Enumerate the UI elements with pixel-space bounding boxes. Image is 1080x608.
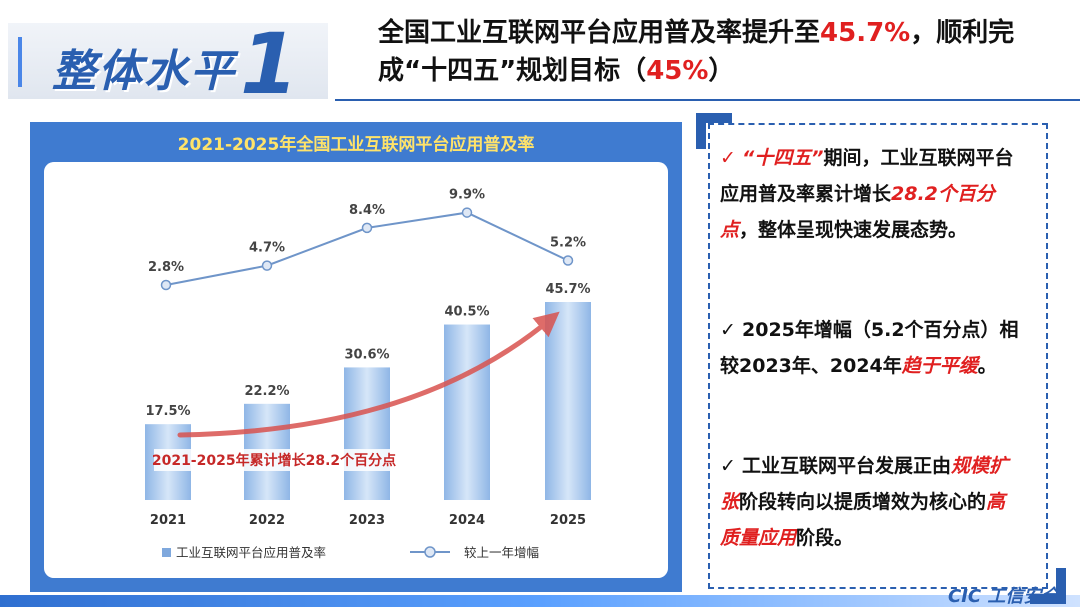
bar-2024 <box>444 324 490 500</box>
bar-label-2025: 45.7% <box>545 282 590 297</box>
bar-label-2022: 22.2% <box>244 384 289 399</box>
corner-decoration-bottom-right <box>1030 568 1066 604</box>
bullet2-text-b: 。 <box>977 355 997 377</box>
annotation-background <box>154 449 394 471</box>
legend-bar-swatch <box>162 548 171 557</box>
legend-line-marker <box>424 546 436 558</box>
x-tick-2024: 2024 <box>449 513 485 528</box>
bottom-band <box>0 595 1080 607</box>
line-label-2024: 9.9% <box>449 188 485 203</box>
header-divider <box>335 99 1080 101</box>
line-point-2023 <box>361 222 373 234</box>
bullet3-text-a: 工业互联网平台发展正由 <box>742 455 952 477</box>
title-part3: ） <box>708 56 735 86</box>
badge-background <box>8 23 328 99</box>
trend-arrow <box>177 311 560 438</box>
bullet1-text-b: ，整体呈现快速发展态势。 <box>739 219 968 241</box>
bar-label-2024: 40.5% <box>444 305 489 320</box>
badge-number: 1 <box>240 15 299 113</box>
bar-2023 <box>344 367 390 500</box>
x-tick-2021: 2021 <box>150 513 186 528</box>
bullet1-highlight-a: “十四五” <box>742 147 824 169</box>
bullet2-text-a: 2025年增幅（5.2个百分点）相较2023年、2024年 <box>720 319 1019 377</box>
badge-accent-bar <box>18 37 22 87</box>
insight-bullet-2: ✓ 2025年增幅（5.2个百分点）相较2023年、2024年趋于平缓。 <box>720 312 1020 384</box>
line-point-2021 <box>160 279 172 291</box>
bullet1-highlight-b: 28.2个百分点 <box>720 183 995 241</box>
legend-line-label: 较上一年增幅 <box>464 545 539 560</box>
line-point-2024 <box>461 207 473 218</box>
check-icon: ✓ <box>720 455 736 477</box>
title-highlight1: 45.7% <box>820 18 911 48</box>
bullet1-text-a: 期间，工业互联网平台应用普及率累计增长 <box>720 147 1014 205</box>
brand-logo: CIC 工信安全 <box>948 586 1060 607</box>
bar-2025 <box>545 302 591 500</box>
chart-area: 17.5% 22.2% 30.6% 40.5% 45.7% 2.8% 4.7% 8.4% 9.… <box>44 162 668 578</box>
chart-panel: 2021-2025年全国工业互联网平台应用普及率 17.5% 22.2% 30.6%… <box>30 122 682 592</box>
bullet3-text-c: 阶段。 <box>796 527 854 549</box>
section-badge: 整体水平 1 <box>8 15 336 113</box>
insight-bullet-3: ✓ 工业互联网平台发展正由规模扩张阶段转向以提质增效为核心的高质量应用阶段。 <box>720 448 1020 556</box>
insight-bullet-1: ✓ “十四五”期间，工业互联网平台应用普及率累计增长28.2个百分点，整体呈现快速… <box>720 140 1020 248</box>
title-part2: ，顺利完成“十四五”规划目标（ <box>378 18 1015 86</box>
title-part1: 全国工业互联网平台应用普及率提升至 <box>378 18 821 48</box>
line-label-2022: 4.7% <box>249 241 285 256</box>
x-tick-2025: 2025 <box>550 513 586 528</box>
bullet3-highlight-b: 高质量应用 <box>720 491 1006 549</box>
bar-label-2021: 17.5% <box>145 404 190 419</box>
check-icon: ✓ <box>720 147 736 169</box>
title-highlight2: 45% <box>646 56 709 86</box>
check-icon: ✓ <box>720 319 736 341</box>
x-tick-2023: 2023 <box>349 513 385 528</box>
legend-bar-label: 工业互联网平台应用普及率 <box>176 545 326 560</box>
corner-decoration-top-left <box>696 113 732 149</box>
bullet3-text-b: 阶段转向以提质增效为核心的 <box>739 491 987 513</box>
line-point-2022 <box>261 260 273 271</box>
line-label-2021: 2.8% <box>148 260 184 275</box>
chart-svg: 17.5% 22.2% 30.6% 40.5% 45.7% 2.8% 4.7% 8.4% 9.… <box>145 188 591 560</box>
bullet2-highlight: 趋于平缓 <box>901 355 978 377</box>
bar-label-2023: 30.6% <box>344 347 389 362</box>
badge-text: 整体水平 <box>52 46 236 97</box>
line-label-2025: 5.2% <box>550 236 586 251</box>
line-point-2025 <box>562 255 574 266</box>
bullet3-highlight-a: 规模扩张 <box>720 455 1009 513</box>
insight-panel <box>708 123 1048 589</box>
chart-annotation: 2021-2025年累计增长28.2个百分点 <box>152 452 396 469</box>
page-title: 全国工业互联网平台应用普及率提升至45.7%，顺利完成“十四五”规划目标（45%… <box>378 14 1068 90</box>
chart-title: 2021-2025年全国工业互联网平台应用普及率 <box>177 135 535 155</box>
line-label-2023: 8.4% <box>349 203 385 218</box>
x-tick-2022: 2022 <box>249 513 285 528</box>
